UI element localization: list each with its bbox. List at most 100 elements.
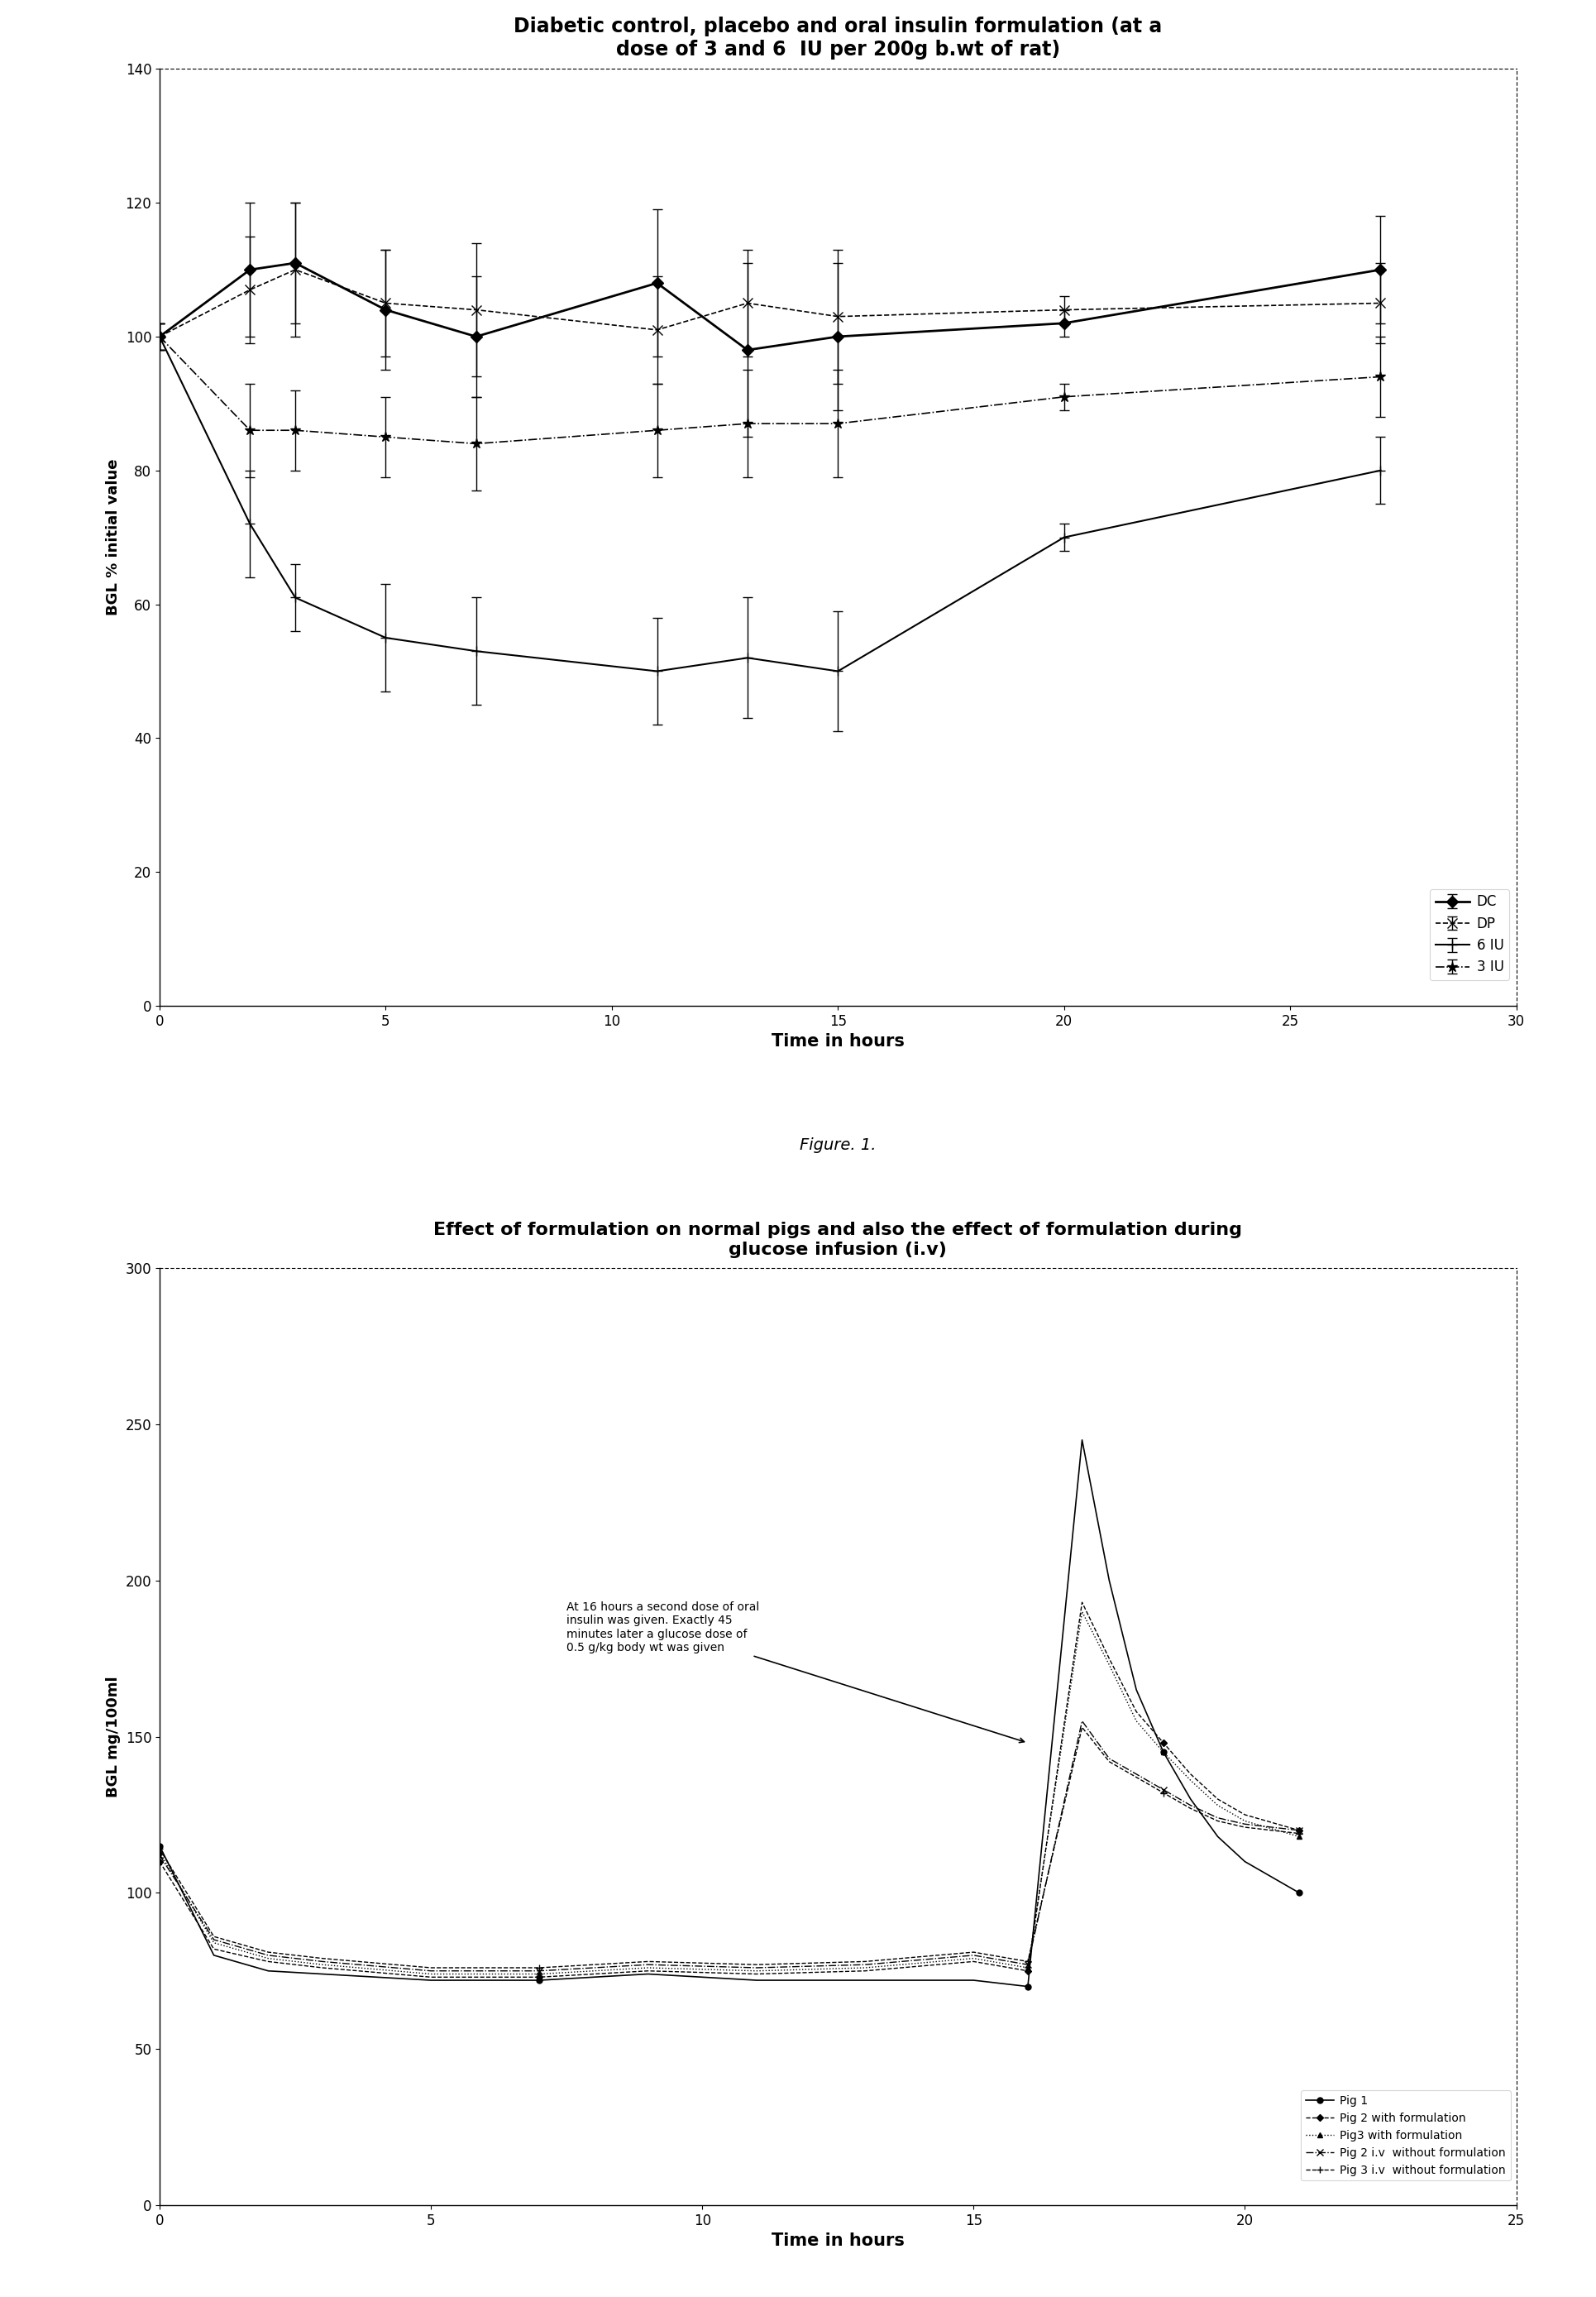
Title: Effect of formulation on normal pigs and also the effect of formulation during
g: Effect of formulation on normal pigs and… (434, 1222, 1242, 1259)
Line: Pig 1: Pig 1 (156, 1438, 1302, 1989)
Pig 1 (638, 1959, 658, 1987)
Pig 2 i.v  without formulation (1100, 1746, 1119, 1773)
Title: Diabetic control, placebo and oral insulin formulation (at a
dose of 3 and 6  IU: Diabetic control, placebo and oral insul… (514, 16, 1162, 60)
Pig 2 with formulation (1208, 1785, 1227, 1812)
Pig 1 (204, 1941, 223, 1969)
Pig 1 (1208, 1824, 1227, 1851)
Pig 2 with formulation (1235, 1801, 1254, 1828)
Pig 1 (1235, 1847, 1254, 1874)
Text: Figure. 1.: Figure. 1. (800, 1137, 876, 1153)
Pig 2 with formulation (259, 1948, 278, 1975)
Pig 2 i.v  without formulation (259, 1941, 278, 1969)
Legend: Pig 1, Pig 2 with formulation, Pig3 with formulation, Pig 2 i.v  without formula: Pig 1, Pig 2 with formulation, Pig3 with… (1301, 2090, 1510, 2180)
Pig3 with formulation (204, 1929, 223, 1957)
Pig 3 i.v  without formulation (1154, 1780, 1173, 1808)
Pig3 with formulation (964, 1946, 983, 1973)
X-axis label: Time in hours: Time in hours (771, 1034, 905, 1050)
Pig 3 i.v  without formulation (1290, 1819, 1309, 1847)
Pig 2 i.v  without formulation (1290, 1817, 1309, 1844)
Pig3 with formulation (1018, 1955, 1037, 1982)
Pig3 with formulation (313, 1950, 332, 1978)
Pig 1 (1073, 1426, 1092, 1454)
Line: Pig3 with formulation: Pig3 with formulation (158, 1610, 1301, 1975)
Pig 2 i.v  without formulation (313, 1948, 332, 1975)
Pig 2 i.v  without formulation (638, 1950, 658, 1978)
Pig 2 with formulation (1181, 1760, 1200, 1787)
Pig3 with formulation (1235, 1808, 1254, 1835)
Pig 3 i.v  without formulation (1127, 1764, 1146, 1792)
Pig 3 i.v  without formulation (150, 1835, 169, 1863)
Pig 3 i.v  without formulation (530, 1955, 549, 1982)
Pig3 with formulation (1100, 1652, 1119, 1679)
Pig 1 (313, 1959, 332, 1987)
Pig 2 i.v  without formulation (204, 1925, 223, 1952)
Pig3 with formulation (259, 1946, 278, 1973)
Pig3 with formulation (1073, 1599, 1092, 1626)
Pig 2 with formulation (421, 1964, 440, 1991)
Pig3 with formulation (855, 1955, 875, 1982)
Pig 2 with formulation (530, 1964, 549, 1991)
Pig 1 (259, 1957, 278, 1985)
Pig 3 i.v  without formulation (421, 1955, 440, 1982)
Pig 2 i.v  without formulation (530, 1957, 549, 1985)
Pig 2 with formulation (964, 1948, 983, 1975)
Pig 2 i.v  without formulation (150, 1842, 169, 1870)
Pig 1 (421, 1966, 440, 1994)
Pig 2 with formulation (855, 1957, 875, 1985)
Pig 2 with formulation (1100, 1645, 1119, 1672)
Pig 2 i.v  without formulation (1181, 1792, 1200, 1819)
Pig 1 (1154, 1739, 1173, 1766)
Pig 2 i.v  without formulation (964, 1941, 983, 1969)
Pig3 with formulation (1127, 1707, 1146, 1734)
Pig 3 i.v  without formulation (1235, 1812, 1254, 1840)
Pig3 with formulation (747, 1957, 766, 1985)
Pig 2 i.v  without formulation (1018, 1950, 1037, 1978)
Pig3 with formulation (1154, 1739, 1173, 1766)
Pig3 with formulation (150, 1838, 169, 1865)
Line: Pig 2 with formulation: Pig 2 with formulation (158, 1601, 1301, 1980)
Pig 2 i.v  without formulation (855, 1950, 875, 1978)
Pig 3 i.v  without formulation (638, 1948, 658, 1975)
Pig3 with formulation (530, 1959, 549, 1987)
Pig 3 i.v  without formulation (1100, 1748, 1119, 1776)
Pig 3 i.v  without formulation (1181, 1794, 1200, 1822)
Pig 2 with formulation (1290, 1817, 1309, 1844)
Pig 3 i.v  without formulation (964, 1939, 983, 1966)
Pig 2 i.v  without formulation (1127, 1760, 1146, 1787)
Pig 1 (1018, 1973, 1037, 2001)
Pig 3 i.v  without formulation (1018, 1948, 1037, 1975)
Pig 1 (1127, 1677, 1146, 1704)
Pig 2 with formulation (1154, 1730, 1173, 1757)
Pig 2 with formulation (313, 1955, 332, 1982)
Pig3 with formulation (638, 1955, 658, 1982)
X-axis label: Time in hours: Time in hours (771, 2233, 905, 2249)
Y-axis label: BGL % initial value: BGL % initial value (105, 459, 121, 616)
Pig 2 with formulation (1018, 1957, 1037, 1985)
Pig 1 (530, 1966, 549, 1994)
Pig 3 i.v  without formulation (747, 1950, 766, 1978)
Pig 2 i.v  without formulation (1073, 1707, 1092, 1734)
Pig 2 i.v  without formulation (1208, 1803, 1227, 1831)
Pig 2 i.v  without formulation (1154, 1776, 1173, 1803)
Pig 2 with formulation (638, 1957, 658, 1985)
Line: Pig 3 i.v  without formulation: Pig 3 i.v without formulation (156, 1723, 1302, 1971)
Pig 2 with formulation (747, 1959, 766, 1987)
Pig 1 (1181, 1785, 1200, 1812)
Line: Pig 2 i.v  without formulation: Pig 2 i.v without formulation (156, 1718, 1302, 1975)
Pig 2 with formulation (150, 1847, 169, 1874)
Pig 3 i.v  without formulation (855, 1948, 875, 1975)
Pig 2 i.v  without formulation (747, 1955, 766, 1982)
Pig 1 (1290, 1879, 1309, 1907)
Pig 3 i.v  without formulation (1073, 1714, 1092, 1741)
Legend: DC, DP, 6 IU, 3 IU: DC, DP, 6 IU, 3 IU (1430, 889, 1510, 981)
Pig 2 with formulation (1073, 1590, 1092, 1617)
Pig 3 i.v  without formulation (259, 1939, 278, 1966)
Pig 2 i.v  without formulation (421, 1957, 440, 1985)
Pig 1 (1100, 1567, 1119, 1594)
Pig3 with formulation (1181, 1766, 1200, 1794)
Text: At 16 hours a second dose of oral
insulin was given. Exactly 45
minutes later a : At 16 hours a second dose of oral insuli… (567, 1601, 1025, 1743)
Pig 3 i.v  without formulation (1208, 1808, 1227, 1835)
Pig 1 (855, 1966, 875, 1994)
Pig 2 with formulation (1127, 1697, 1146, 1725)
Pig 3 i.v  without formulation (313, 1946, 332, 1973)
